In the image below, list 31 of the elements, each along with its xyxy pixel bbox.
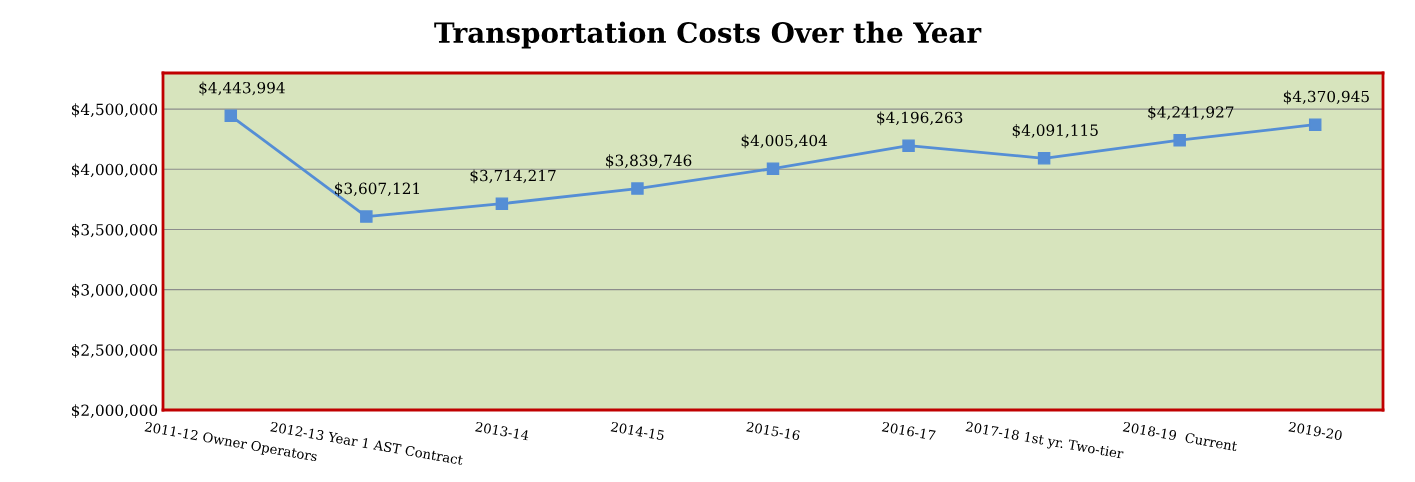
chart-title: Transportation Costs Over the Year: [434, 21, 982, 49]
x-tick-label: 2013-14: [475, 421, 530, 441]
point: [1308, 118, 1322, 131]
data-label: $4,196,263: [877, 111, 963, 126]
y-tick-label: $2,500,000: [71, 344, 158, 358]
point: [902, 139, 915, 152]
point: [1173, 133, 1186, 147]
data-label: $4,241,927: [1148, 105, 1234, 120]
y-tick-label: $3,000,000: [71, 283, 158, 298]
data-label: $4,091,115: [1012, 124, 1098, 138]
point: [224, 109, 238, 123]
y-tick-label: $3,500,000: [71, 223, 158, 238]
x-tick-label: 2018-19 Current: [1122, 421, 1238, 452]
y-tick-label: $4,000,000: [71, 163, 158, 178]
data-label: $4,443,994: [199, 81, 285, 96]
y-tick-label: $2,000,000: [71, 404, 158, 419]
point: [1037, 152, 1051, 165]
point: [766, 162, 780, 175]
data-label: $4,005,404: [741, 134, 828, 149]
x-tick-label: 2019-20: [1288, 421, 1343, 441]
x-tick-label: 2015-16: [746, 421, 801, 441]
point: [360, 210, 373, 223]
point: [631, 182, 644, 195]
x-tick-label: 2014-15: [610, 421, 665, 441]
data-label: $3,714,217: [470, 169, 556, 184]
data-label: $3,839,746: [606, 154, 692, 169]
data-label: $4,370,945: [1283, 90, 1369, 105]
x-tick-label: 2016-17: [881, 421, 936, 441]
data-label: $3,607,121: [335, 182, 420, 197]
y-tick-label: $4,500,000: [71, 103, 158, 118]
point: [495, 197, 509, 210]
